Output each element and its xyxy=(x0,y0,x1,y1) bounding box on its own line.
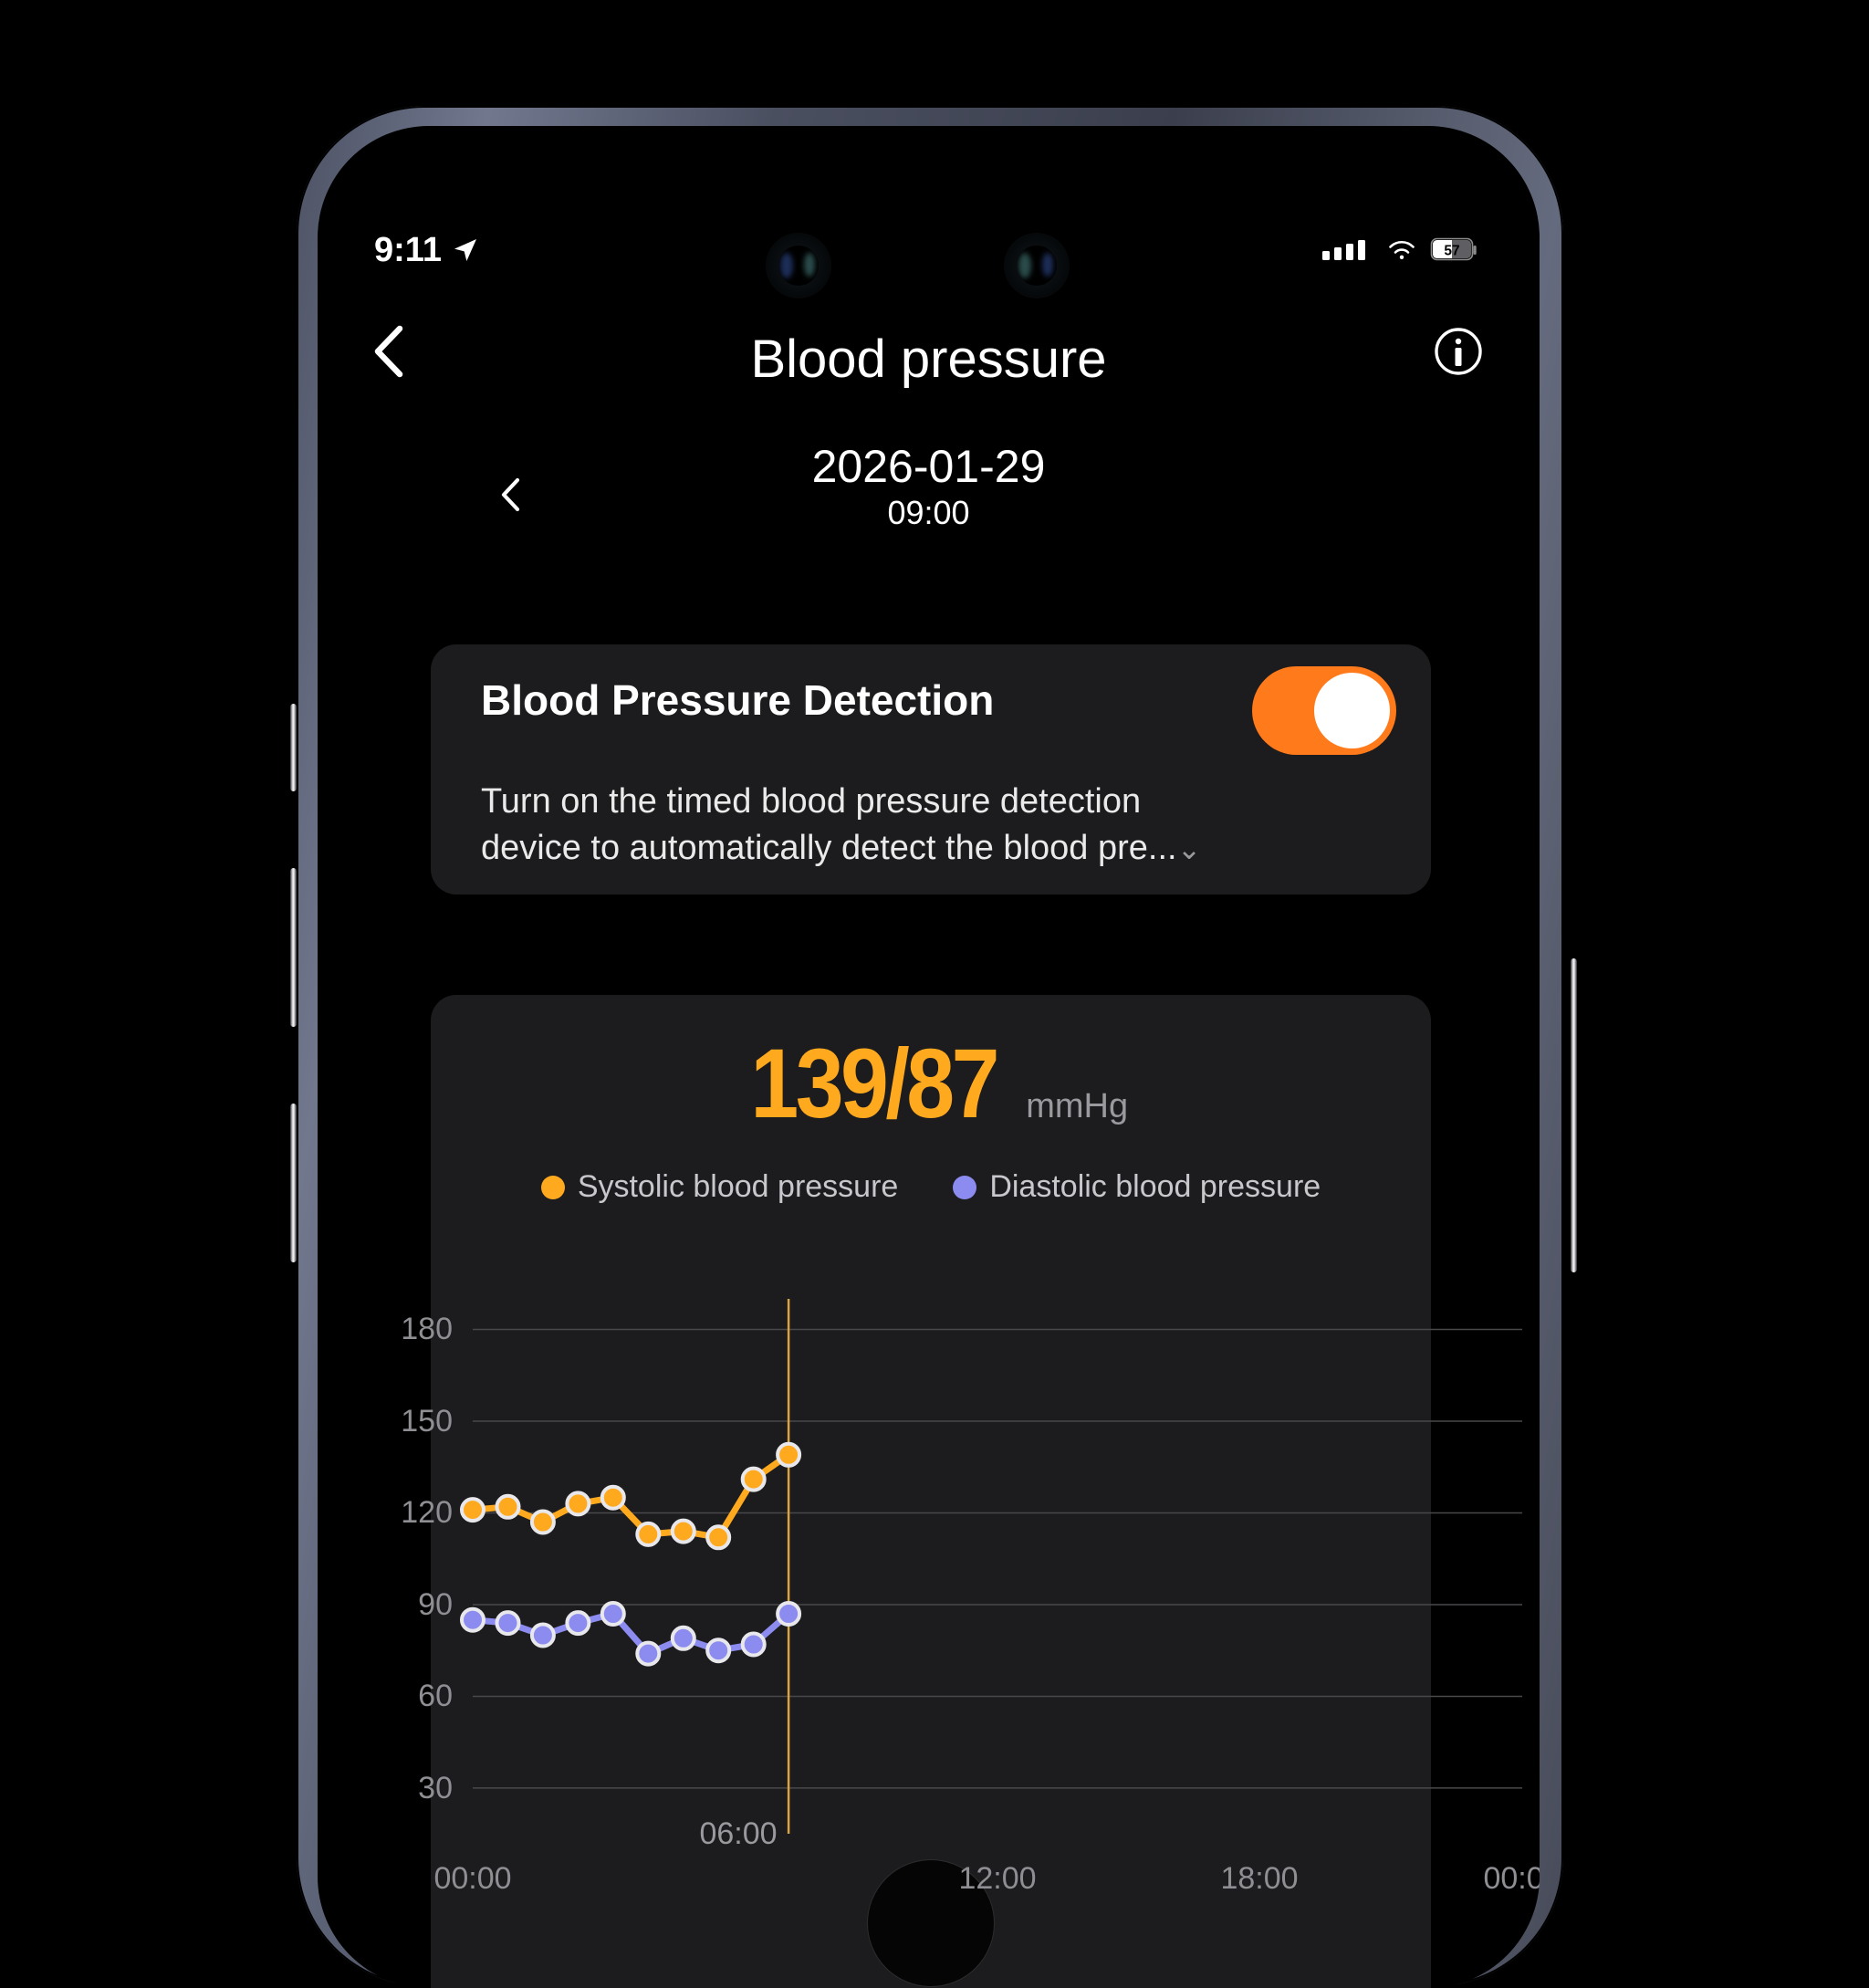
svg-text:18:00: 18:00 xyxy=(1220,1861,1298,1896)
svg-text:180: 180 xyxy=(401,1312,453,1346)
svg-text:30: 30 xyxy=(418,1771,453,1805)
svg-text:60: 60 xyxy=(418,1679,453,1713)
svg-text:12:00: 12:00 xyxy=(958,1861,1036,1896)
svg-text:150: 150 xyxy=(401,1404,453,1439)
svg-text:90: 90 xyxy=(418,1587,453,1622)
svg-text:06:00: 06:00 xyxy=(699,1816,777,1851)
svg-text:57: 57 xyxy=(1444,244,1459,259)
svg-text:00:00: 00:00 xyxy=(1483,1861,1540,1896)
svg-text:120: 120 xyxy=(401,1495,453,1530)
svg-text:00:00: 00:00 xyxy=(433,1861,511,1896)
